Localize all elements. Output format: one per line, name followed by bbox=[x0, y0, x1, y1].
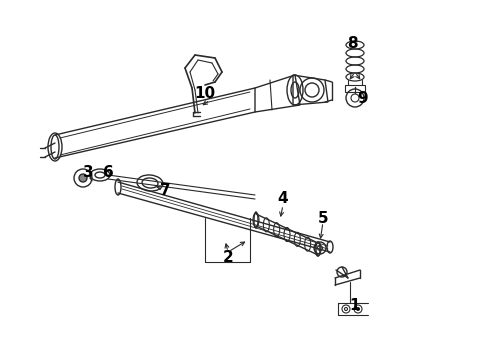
Circle shape bbox=[79, 174, 87, 182]
Text: 6: 6 bbox=[102, 165, 113, 180]
Text: 10: 10 bbox=[194, 86, 215, 100]
Text: 3: 3 bbox=[82, 165, 93, 180]
Text: 5: 5 bbox=[317, 211, 327, 225]
Text: 2: 2 bbox=[222, 251, 233, 266]
Text: 4: 4 bbox=[277, 190, 288, 206]
Text: 7: 7 bbox=[160, 183, 170, 198]
Text: 9: 9 bbox=[357, 90, 367, 105]
Text: 1: 1 bbox=[349, 297, 360, 312]
Text: 8: 8 bbox=[346, 36, 357, 50]
